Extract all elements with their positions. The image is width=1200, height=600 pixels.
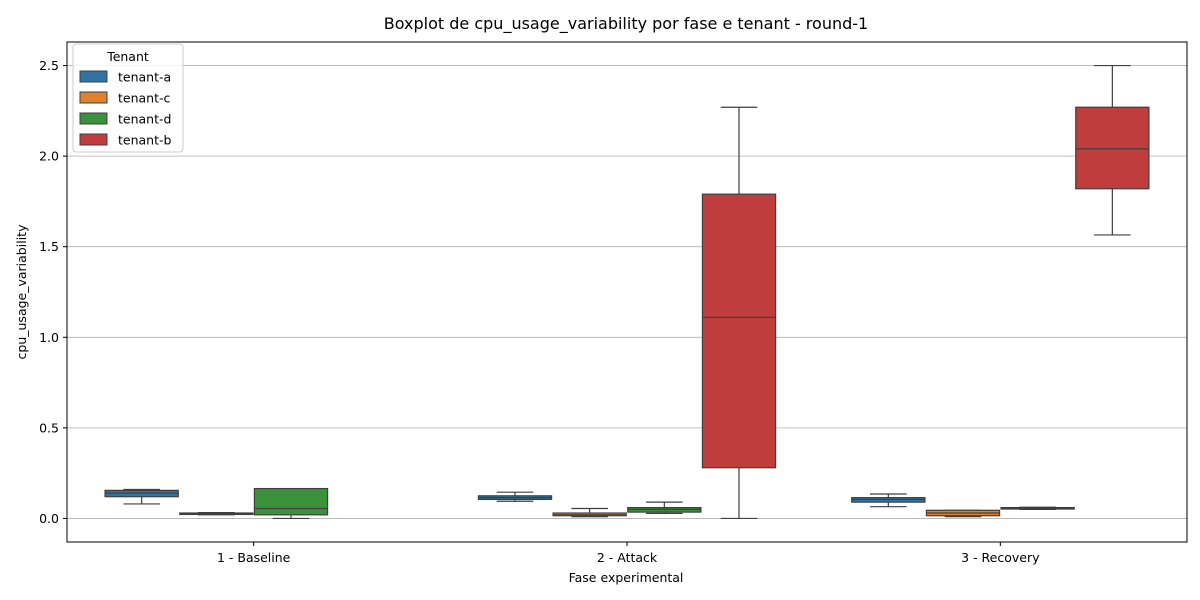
- legend-label: tenant-a: [118, 70, 171, 85]
- y-tick-label: 0.5: [39, 420, 59, 435]
- chart-title: Boxplot de cpu_usage_variability por fas…: [384, 14, 868, 34]
- box-tenant-b: [1075, 64, 1150, 236]
- box-tenant-d: [253, 487, 329, 520]
- legend-swatch: [79, 133, 108, 146]
- y-tick-label: 2.5: [39, 58, 59, 73]
- legend-item-tenant-d: tenant-d: [79, 112, 171, 127]
- box-tenant-a: [104, 488, 179, 505]
- y-tick-label: 1.5: [39, 239, 59, 254]
- legend-item-tenant-a: tenant-a: [79, 70, 171, 85]
- box-tenant-c: [552, 507, 627, 518]
- box-tenant-a: [477, 491, 553, 502]
- legend-item-tenant-b: tenant-b: [79, 133, 172, 148]
- y-tick-label: 2.0: [39, 149, 59, 164]
- plot-area-frame: [66, 41, 1188, 543]
- legend-item-tenant-c: tenant-c: [79, 91, 171, 106]
- x-tick-label: 2 - Attack: [597, 550, 658, 565]
- legend-swatch: [79, 70, 108, 83]
- legend-label: tenant-c: [118, 91, 171, 106]
- box-tenant-c: [179, 512, 254, 516]
- box-tenant-d: [1000, 506, 1075, 510]
- box-tenant-b: [701, 106, 777, 520]
- legend-label: tenant-b: [118, 133, 172, 148]
- legend-swatch: [79, 91, 108, 104]
- legend-swatch: [79, 112, 108, 125]
- axes: 0.0 0.5 1.0 1.5 2.0 2.5 1 - Baseline 2 - Attack…: [39, 58, 1040, 565]
- iqr-box: [701, 193, 777, 469]
- iqr-box: [1075, 106, 1150, 190]
- box-tenant-a: [851, 493, 926, 508]
- x-tick-label: 3 - Recovery: [961, 550, 1040, 565]
- legend-items: tenant-a tenant-c tenant-d tenant-b: [79, 70, 172, 148]
- y-axis-label: cpu_usage_variability: [14, 224, 29, 360]
- box-tenant-d: [627, 501, 702, 514]
- y-gridlines: [67, 65, 1187, 519]
- iqr-box: [253, 487, 329, 516]
- box-tenant-c: [925, 509, 1001, 518]
- legend-title: Tenant: [106, 49, 149, 64]
- y-tick-label: 1.0: [39, 330, 59, 345]
- boxplot-boxes: [104, 64, 1150, 520]
- y-tick-label: 0.0: [39, 511, 59, 526]
- x-axis-label: Fase experimental: [569, 570, 684, 585]
- legend: Tenant tenant-a tenant-c tenant-d tenant-b: [72, 43, 184, 153]
- x-tick-label: 1 - Baseline: [217, 550, 291, 565]
- legend-label: tenant-d: [118, 112, 171, 127]
